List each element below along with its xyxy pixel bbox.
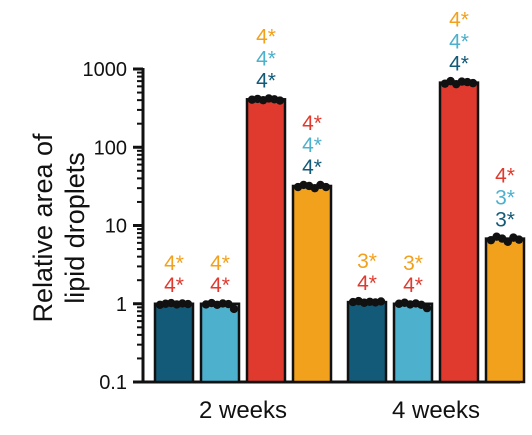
data-point: [183, 299, 193, 309]
significance-label: 4*: [210, 274, 230, 297]
significance-label: 3*: [357, 250, 377, 273]
significance-label: 4*: [302, 112, 322, 135]
data-point: [321, 182, 331, 192]
significance-label: 4*: [449, 31, 469, 54]
y-tick-label: 1: [116, 294, 127, 316]
data-point: [224, 299, 233, 309]
significance-label: 4*: [256, 69, 276, 92]
data-point: [514, 235, 524, 244]
significance-annotations: 4*4*4*4*4*4*4*4*4*4*4*3*4*3*4*4*4*3*3*4*: [164, 9, 515, 297]
significance-label: 4*: [302, 134, 322, 157]
significance-label: 4*: [495, 165, 515, 188]
bar: [291, 184, 333, 384]
significance-label: 4*: [164, 252, 184, 275]
significance-label: 3*: [403, 252, 423, 275]
significance-label: 4*: [449, 9, 469, 32]
significance-label: 4*: [164, 274, 184, 297]
data-point: [422, 303, 432, 313]
significance-label: 4*: [256, 47, 276, 70]
y-tick-label: 1000: [83, 59, 128, 81]
data-point: [229, 304, 239, 314]
bar: [346, 300, 388, 384]
y-tick-label: 10: [105, 216, 127, 238]
x-category-label: 2 weeks: [199, 397, 287, 424]
significance-label: 3*: [495, 187, 515, 210]
data-point: [468, 78, 478, 88]
bar: [153, 302, 195, 384]
significance-label: 4*: [210, 252, 230, 275]
bars: [153, 76, 526, 384]
data-point: [275, 96, 285, 105]
bar: [392, 302, 434, 384]
bar: [199, 302, 241, 384]
significance-label: 4*: [256, 25, 276, 48]
data-point: [376, 297, 386, 306]
significance-label: 4*: [449, 53, 469, 76]
significance-label: 4*: [302, 156, 322, 179]
bar: [438, 81, 480, 384]
x-category-label: 4 weeks: [392, 397, 480, 424]
y-tick-label: 0.1: [99, 372, 127, 394]
y-tick-label: 100: [94, 137, 127, 159]
y-axis-label-line-1: Relative area of: [28, 133, 58, 323]
significance-label: 4*: [357, 272, 377, 295]
significance-label: 4*: [403, 274, 423, 297]
y-axis-label: Relative area of lipid droplets: [28, 133, 90, 323]
y-axis-label-line-2: lipid droplets: [60, 152, 90, 304]
significance-label: 3*: [495, 209, 515, 232]
bar: [484, 237, 526, 384]
bar: [245, 98, 287, 384]
